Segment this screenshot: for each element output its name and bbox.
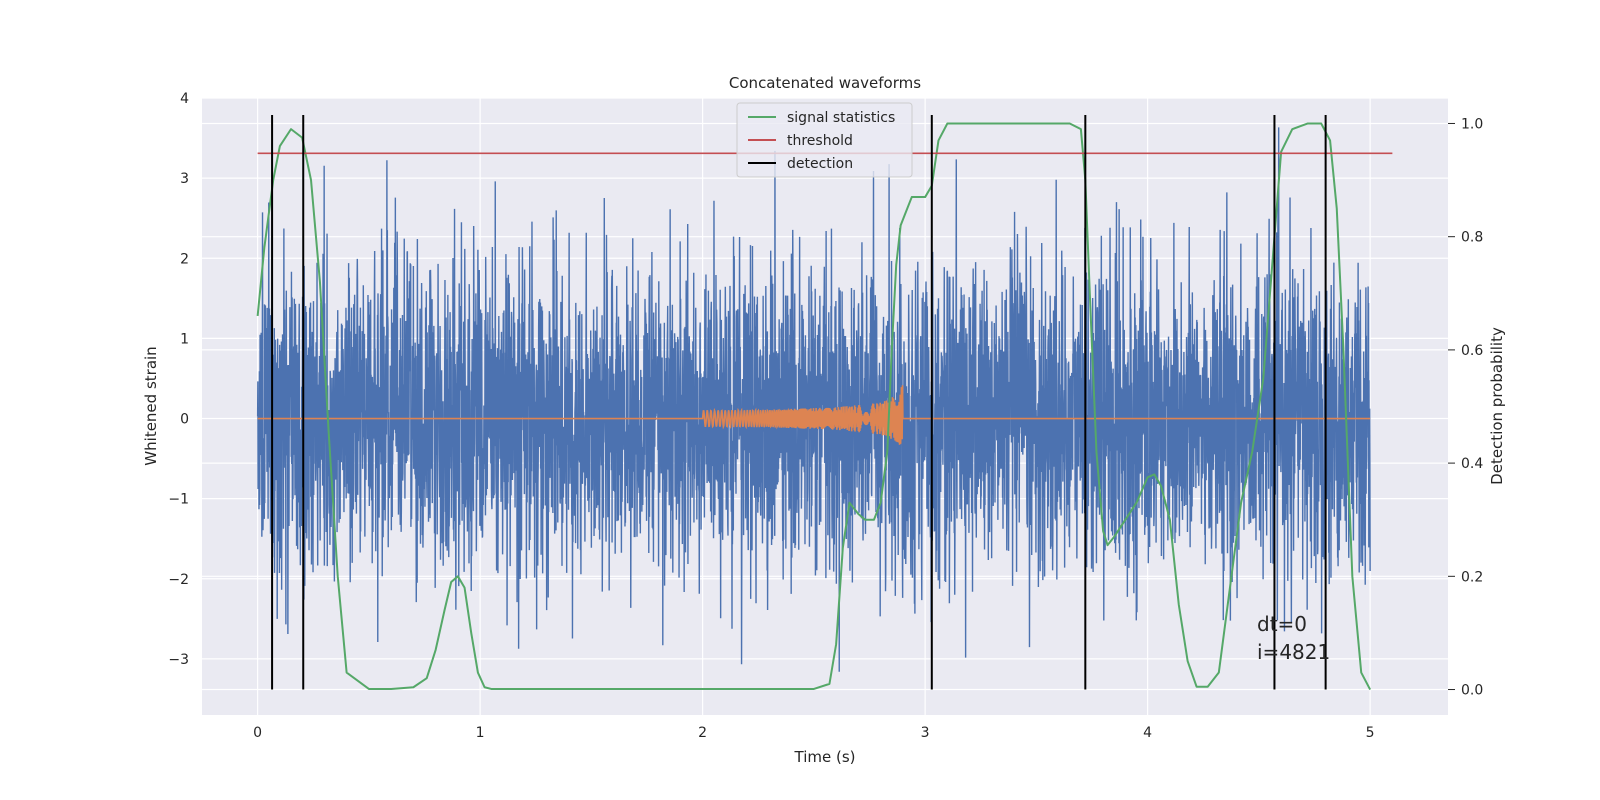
- annotation-index: i=4821: [1257, 640, 1330, 664]
- legend-label-signal-statistics: signal statistics: [787, 110, 895, 126]
- chart-title: Concatenated waveforms: [729, 74, 921, 92]
- y-tick-label-right: 1.0: [1461, 116, 1483, 132]
- y-axis-label-left: Whitened strain: [142, 346, 160, 465]
- y-tick-label-right: 0.0: [1461, 683, 1483, 699]
- y-tick-label-left: −2: [168, 572, 189, 588]
- y-tick-label-left: 2: [180, 251, 189, 267]
- legend-label-detection: detection: [787, 156, 853, 172]
- x-tick-label: 2: [698, 725, 707, 741]
- y-tick-label-left: 3: [180, 171, 189, 187]
- y-tick-label-left: 1: [180, 331, 189, 347]
- x-tick-label: 0: [253, 725, 262, 741]
- y-tick-label-right: 0.2: [1461, 569, 1483, 585]
- y-tick-label-left: 4: [180, 91, 189, 107]
- annotation-dt: dt=0: [1257, 612, 1307, 636]
- x-tick-label: 3: [921, 725, 930, 741]
- grid: [202, 97, 1448, 715]
- y-tick-label-right: 0.6: [1461, 343, 1483, 359]
- x-tick-label: 1: [476, 725, 485, 741]
- x-axis-label: Time (s): [794, 748, 856, 766]
- y-tick-label-right: 0.4: [1461, 456, 1483, 472]
- y-tick-label-left: 0: [180, 412, 189, 428]
- y-tick-label-right: 0.8: [1461, 230, 1483, 246]
- legend: signal statistics threshold detection: [736, 102, 913, 178]
- x-tick-label: 4: [1143, 725, 1152, 741]
- legend-box: [736, 102, 913, 178]
- signal-statistics-line: [256, 122, 1372, 690]
- noise-line: [256, 127, 1371, 672]
- waveform-line: [257, 385, 1371, 445]
- legend-label-threshold: threshold: [787, 133, 853, 149]
- axis-ticks: 0 1 2 3 4 5 −3 −2 −1 0 1 2 3 4 0.0 0.2 0.4 0.6 0.8 1.0: [168, 91, 1483, 741]
- y-tick-label-left: −3: [168, 652, 189, 668]
- y-axis-label-right: Detection probability: [1488, 327, 1506, 485]
- x-tick-label: 5: [1366, 725, 1375, 741]
- y-tick-label-left: −1: [168, 492, 189, 508]
